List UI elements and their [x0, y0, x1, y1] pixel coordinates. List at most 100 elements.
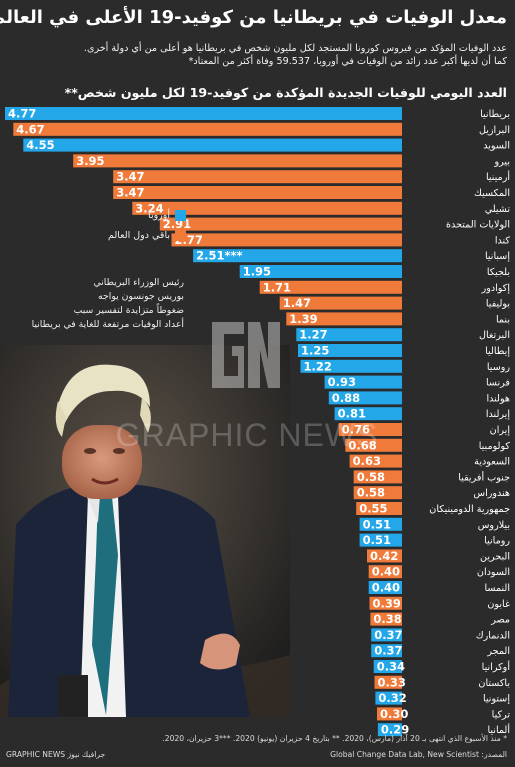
graphic-news-watermark: GRAPHIC NEWS — [115, 417, 379, 453]
bar-value-label: 3.47 — [116, 170, 144, 184]
country-label: السودان — [477, 567, 510, 578]
source-line: المصدر: Global Change Data Lab, New Scie… — [330, 750, 507, 759]
bar-value-label: 4.77 — [8, 107, 36, 121]
bar — [279, 296, 402, 310]
country-label: إيرلندا — [486, 409, 510, 420]
bar-value-label: 1.27 — [299, 328, 327, 342]
bar — [367, 549, 402, 563]
country-label: إيطاليا — [485, 346, 510, 357]
country-label: أرمينيا — [486, 170, 510, 183]
country-label: جمهورية الدومينيكان — [429, 504, 510, 515]
caption-line-2: بوريس جونسون يواجه — [98, 291, 184, 302]
country-label: بلجيكا — [487, 267, 510, 278]
bar — [338, 423, 402, 436]
country-label: بيرو — [494, 156, 511, 167]
bar-value-label: 3.47 — [116, 186, 144, 200]
bar-value-label: 0.29 — [381, 723, 409, 737]
bar-value-label: 0.34 — [377, 660, 405, 674]
country-label: السعودية — [474, 457, 510, 468]
bar-value-label: 0.30 — [380, 707, 408, 721]
country-label: الولايات المتحدة — [446, 220, 510, 231]
bar — [353, 486, 402, 500]
bar-value-label: 0.33 — [378, 675, 406, 689]
bar — [5, 107, 402, 120]
country-label: غابون — [487, 599, 510, 610]
subtitle-line-2: كما أن لديها أكبر عدد زائد من الوفيات في… — [188, 56, 507, 67]
country-label: إسبانيا — [485, 251, 510, 262]
bar-value-label: 0.42 — [370, 549, 398, 563]
bar-value-label: 1.47 — [283, 296, 311, 310]
bar-value-label: 0.63 — [353, 454, 381, 468]
bar-value-label: 3.95 — [76, 154, 104, 168]
bar-value-label: 1.71 — [263, 280, 291, 294]
country-label: إيران — [490, 425, 511, 436]
bar — [369, 596, 402, 610]
bar — [193, 249, 402, 263]
country-label: فرنسا — [486, 378, 510, 389]
bar — [300, 359, 402, 373]
country-label: روسيا — [487, 362, 510, 373]
subtitle-line-1: عدد الوفيات المؤكد من فيروس كورونا المست… — [83, 43, 507, 54]
bar — [359, 517, 402, 531]
bar-value-label: 0.38 — [373, 612, 401, 626]
country-label: المكسيك — [474, 188, 510, 199]
country-label: المجر — [486, 646, 510, 657]
bar — [334, 407, 402, 421]
country-label: البحرين — [480, 551, 510, 562]
country-label: كولومبيا — [479, 441, 511, 452]
bar — [368, 581, 402, 594]
legend-label-rest-of-world: باقي دول العالم — [108, 230, 170, 241]
legend-rest-of-world: باقي دول العالم — [86, 230, 186, 241]
bar — [259, 280, 402, 294]
bar — [373, 660, 402, 673]
bar — [171, 233, 402, 247]
bar-value-label: 0.55 — [359, 502, 387, 516]
bar — [73, 154, 402, 168]
legend-swatch-europe — [175, 210, 186, 221]
bar — [113, 170, 402, 184]
country-label: تركيا — [492, 709, 511, 720]
bar — [370, 612, 402, 626]
footnotes: * منذ الأسبوع الذي انتهى بـ 20 آذار (مار… — [162, 734, 507, 743]
bar — [353, 470, 402, 484]
bar-value-label: 0.58 — [357, 470, 385, 484]
country-label: هندوراس — [473, 488, 510, 499]
legend-swatch-rest-of-world — [175, 230, 186, 241]
country-label: إستونيا — [483, 694, 510, 705]
country-label: تشيلي — [485, 204, 511, 215]
legend-label-europe: أوروبا — [148, 210, 170, 221]
country-label: كندا — [495, 235, 511, 246]
bar-value-label: 1.95 — [243, 265, 271, 279]
bar-value-label: 0.51 — [363, 533, 391, 547]
bar-value-label: 4.67 — [16, 122, 44, 136]
bar — [113, 186, 402, 199]
bar — [349, 454, 402, 468]
country-label: بوليفيا — [486, 299, 510, 310]
bar — [375, 691, 402, 705]
country-label: الدنمارك — [476, 630, 510, 641]
caption-line-3: ضغوطاً متزايدة لتفسير سبب — [73, 305, 184, 316]
country-label: إكوادور — [481, 283, 511, 294]
bar — [359, 533, 402, 547]
bar-value-label: 0.39 — [373, 596, 401, 610]
caption-line-1: رئيس الوزراء البريطاني — [93, 277, 184, 288]
credit: GRAPHIC NEWS جرافيك نيوز — [6, 750, 106, 759]
country-label: جنوب أفريقيا — [458, 470, 510, 483]
bar — [296, 328, 402, 342]
country-label: رومانيا — [484, 536, 510, 547]
bar — [324, 375, 402, 389]
bar-value-label: 2.51*** — [196, 249, 242, 263]
bar-value-label: 1.22 — [304, 359, 332, 373]
bar-value-label: 0.76 — [342, 423, 370, 437]
bar — [356, 502, 402, 515]
bar-value-label: 0.40 — [372, 581, 400, 595]
bar — [298, 344, 402, 357]
bar — [132, 201, 403, 215]
country-label: مصر — [490, 615, 510, 626]
bar — [239, 265, 402, 278]
bar-value-label: 4.55 — [26, 138, 54, 152]
bar-value-label: 0.88 — [332, 391, 360, 405]
boris-johnson-photo — [0, 345, 290, 717]
